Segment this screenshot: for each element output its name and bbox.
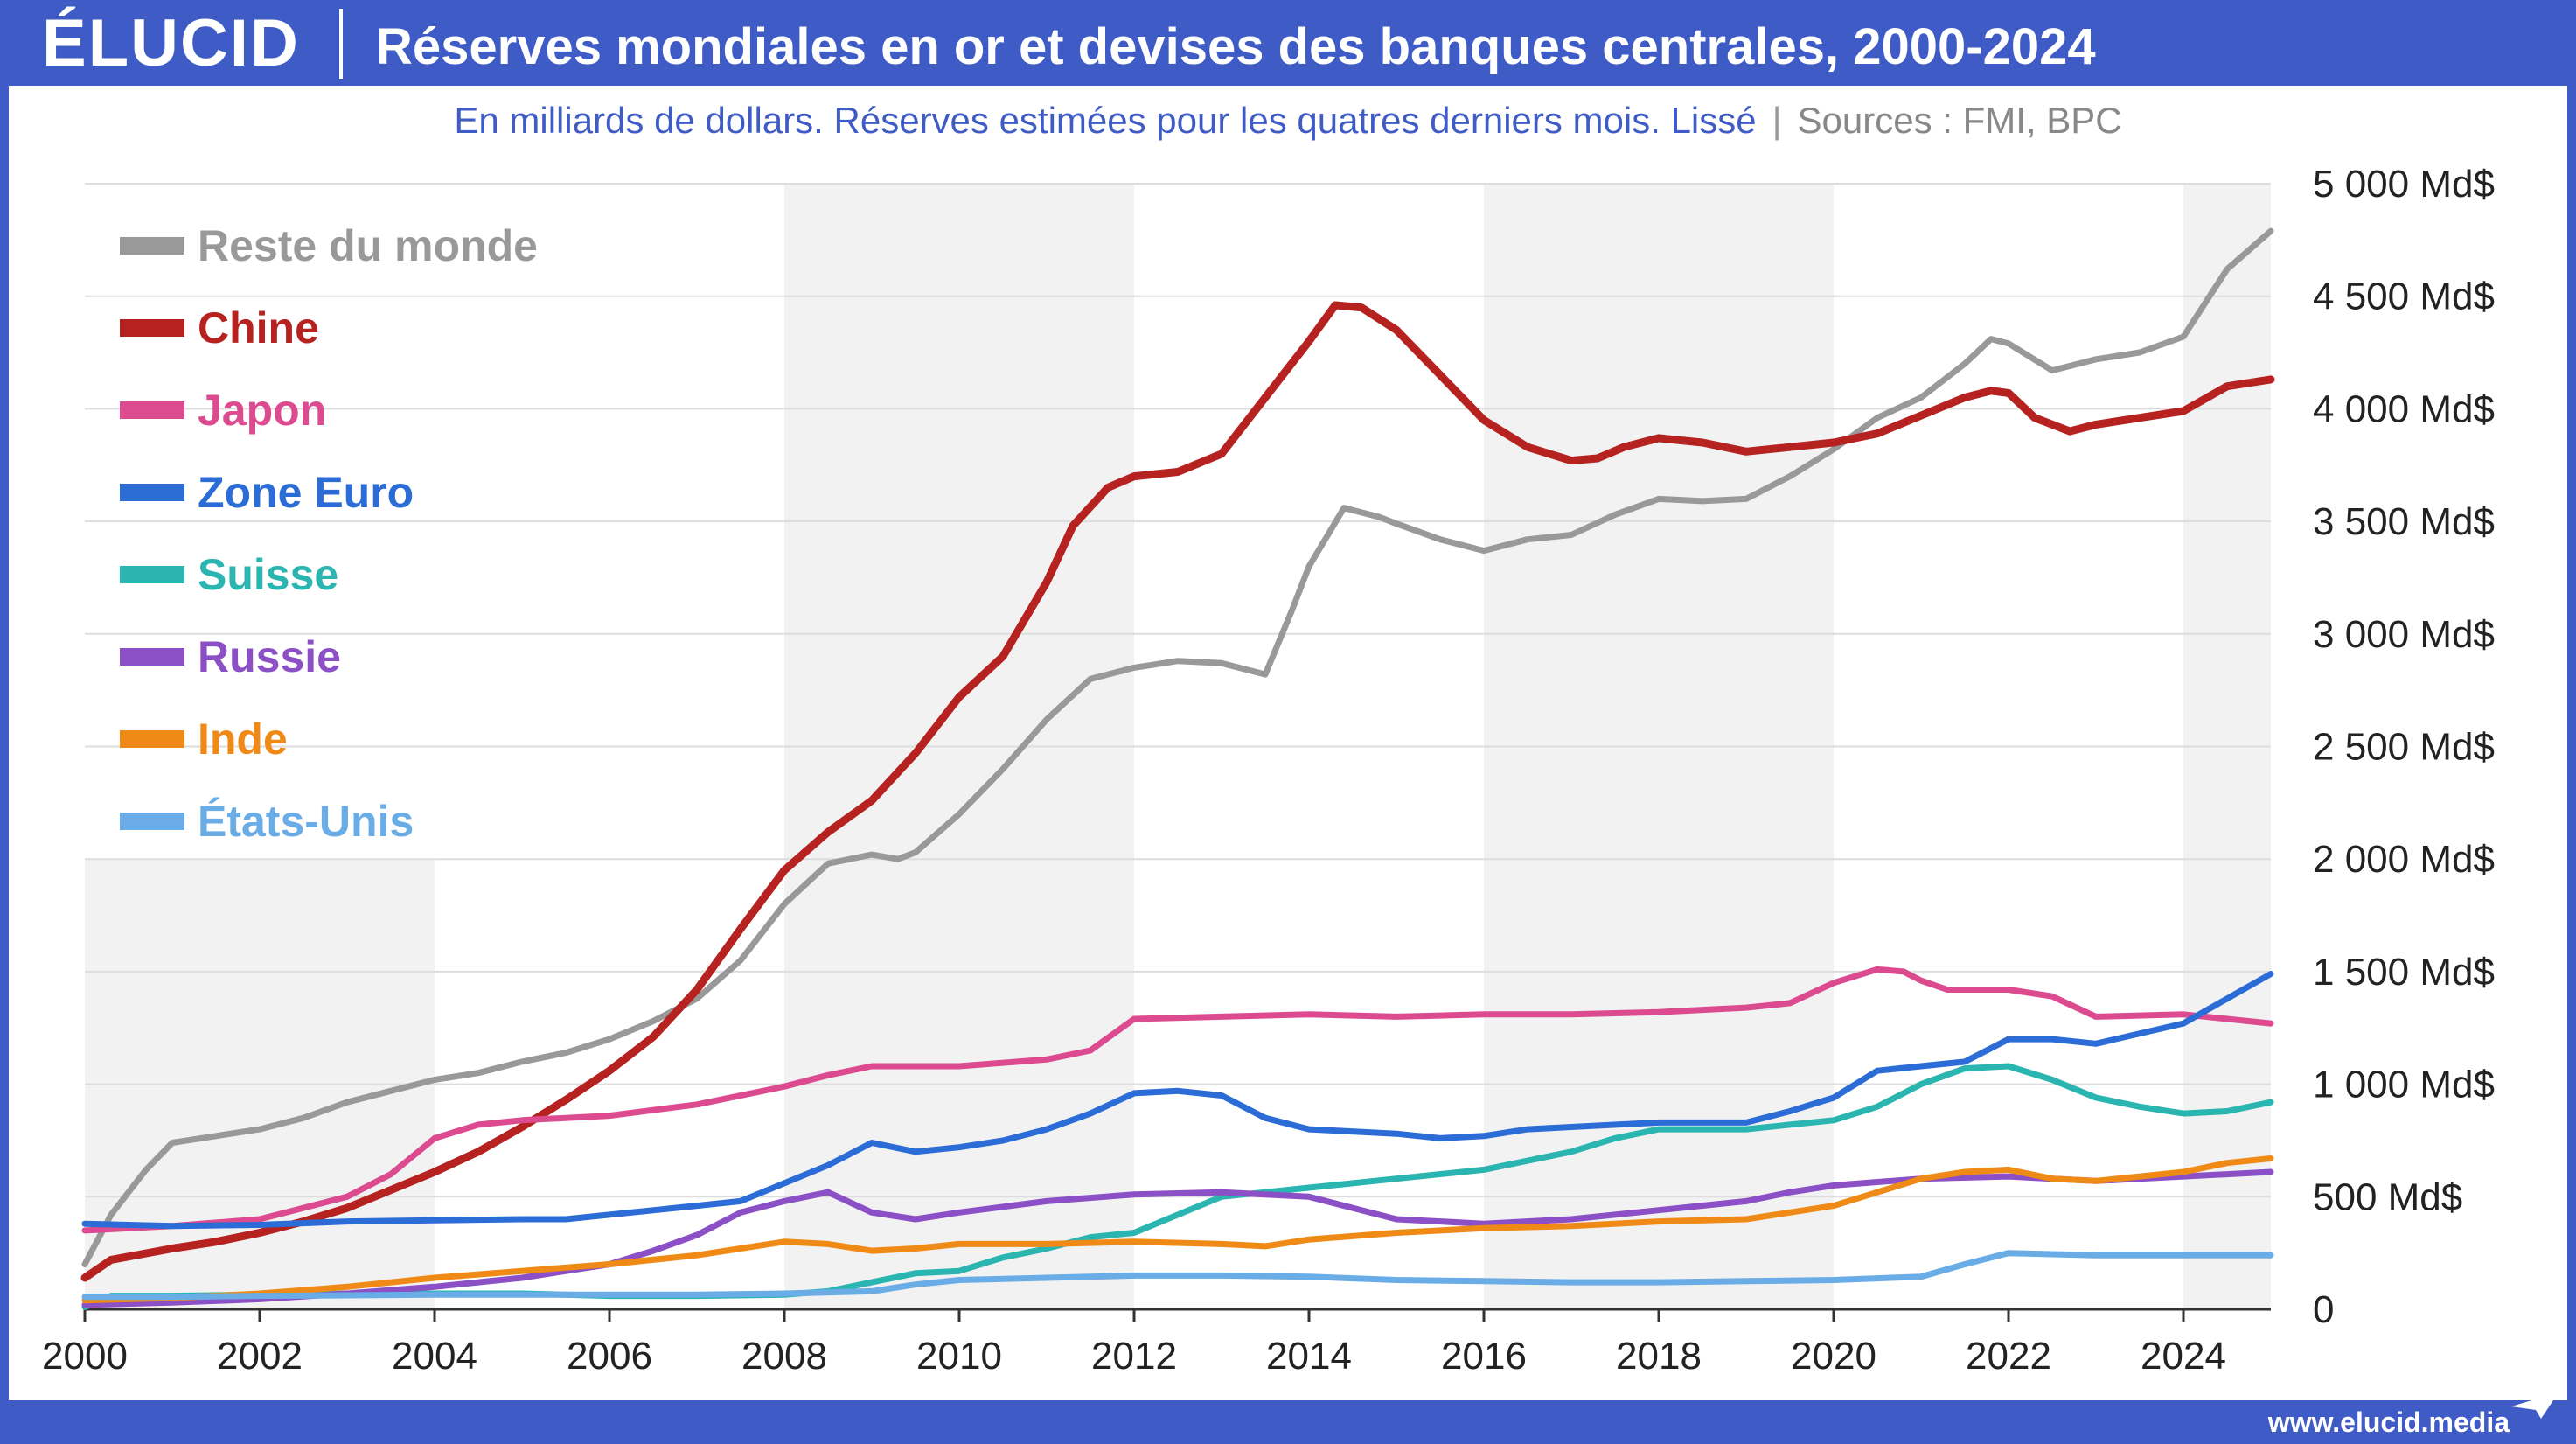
x-tick-label: 2004 xyxy=(392,1335,477,1378)
series-line xyxy=(80,301,2275,1282)
y-tick-label: 1 500 Md$ xyxy=(2313,951,2495,994)
paper-plane-icon xyxy=(2511,1392,2559,1419)
subtitle-sources: Sources : FMI, BPC xyxy=(1797,100,2122,141)
footer-url[interactable]: www.elucid.media xyxy=(2267,1406,2510,1438)
x-tick-label: 2002 xyxy=(217,1335,303,1378)
axes: 2000 2002 2004 2006 2008 2010 2012 2014 2016 2018… xyxy=(42,163,2495,1378)
legend-label: Russie xyxy=(198,632,341,681)
x-tick-label: 2014 xyxy=(1266,1335,1352,1378)
x-tick-label: 2008 xyxy=(741,1335,827,1378)
legend-label: Japon xyxy=(198,386,326,435)
legend-label: Chine xyxy=(198,303,319,352)
series-line xyxy=(81,1168,2274,1308)
y-tick-label: 3 500 Md$ xyxy=(2313,500,2495,543)
legend-swatch xyxy=(120,237,184,255)
legend-swatch xyxy=(120,319,184,337)
legend-label: Zone Euro xyxy=(198,468,414,517)
series-line xyxy=(81,966,2274,1234)
legend-swatch xyxy=(120,401,184,419)
series-line xyxy=(81,227,2274,1267)
legend-swatch xyxy=(120,566,184,583)
subtitle-separator: | xyxy=(1772,100,1782,141)
x-tick-label: 2018 xyxy=(1616,1335,1702,1378)
series-lines xyxy=(80,227,2275,1310)
logo-divider xyxy=(339,9,343,79)
x-tick-label: 2016 xyxy=(1441,1335,1527,1378)
x-tick-label: 2012 xyxy=(1091,1335,1177,1378)
legend-swatch xyxy=(120,484,184,501)
x-tick-label: 2022 xyxy=(1966,1335,2051,1378)
y-tick-label: 500 Md$ xyxy=(2313,1175,2462,1218)
x-tick-label: 2020 xyxy=(1791,1335,1876,1378)
legend-swatch xyxy=(120,730,184,748)
y-tick-label: 0 xyxy=(2313,1288,2334,1331)
x-tick-label: 2010 xyxy=(916,1335,1002,1378)
legend-label: Suisse xyxy=(198,550,338,599)
series-line xyxy=(81,971,2274,1230)
legend-label: Inde xyxy=(198,715,288,764)
x-tick-label: 2024 xyxy=(2141,1335,2226,1378)
header-bar: ÉLUCID Réserves mondiales en or et devis… xyxy=(0,0,2576,86)
legend: Reste du monde Chine Japon Zone Euro Suisse R… xyxy=(120,221,538,846)
legend-label: Reste du monde xyxy=(198,221,538,270)
elucid-logo: ÉLUCID xyxy=(42,6,300,80)
subtitle-description: En milliards de dollars. Réserves estimé… xyxy=(454,100,1757,141)
chart-subtitle: En milliards de dollars. Réserves estimé… xyxy=(0,96,2576,145)
y-tick-label: 3 000 Md$ xyxy=(2313,613,2495,656)
x-tick-label: 2006 xyxy=(567,1335,652,1378)
y-tick-label: 2 000 Md$ xyxy=(2313,838,2495,881)
y-tick-label: 4 500 Md$ xyxy=(2313,276,2495,318)
y-tick-label: 5 000 Md$ xyxy=(2313,163,2495,206)
x-tick-label: 2000 xyxy=(42,1335,128,1378)
series-line xyxy=(81,1250,2274,1301)
series-line xyxy=(81,1155,2274,1304)
y-tick-label: 4 000 Md$ xyxy=(2313,387,2495,430)
legend-label: États-Unis xyxy=(198,797,414,846)
y-tick-label: 1 000 Md$ xyxy=(2313,1064,2495,1106)
legend-swatch xyxy=(120,813,184,830)
y-tick-label: 2 500 Md$ xyxy=(2313,726,2495,769)
chart-title: Réserves mondiales en or et devises des … xyxy=(376,18,2096,75)
legend-swatch xyxy=(120,648,184,666)
